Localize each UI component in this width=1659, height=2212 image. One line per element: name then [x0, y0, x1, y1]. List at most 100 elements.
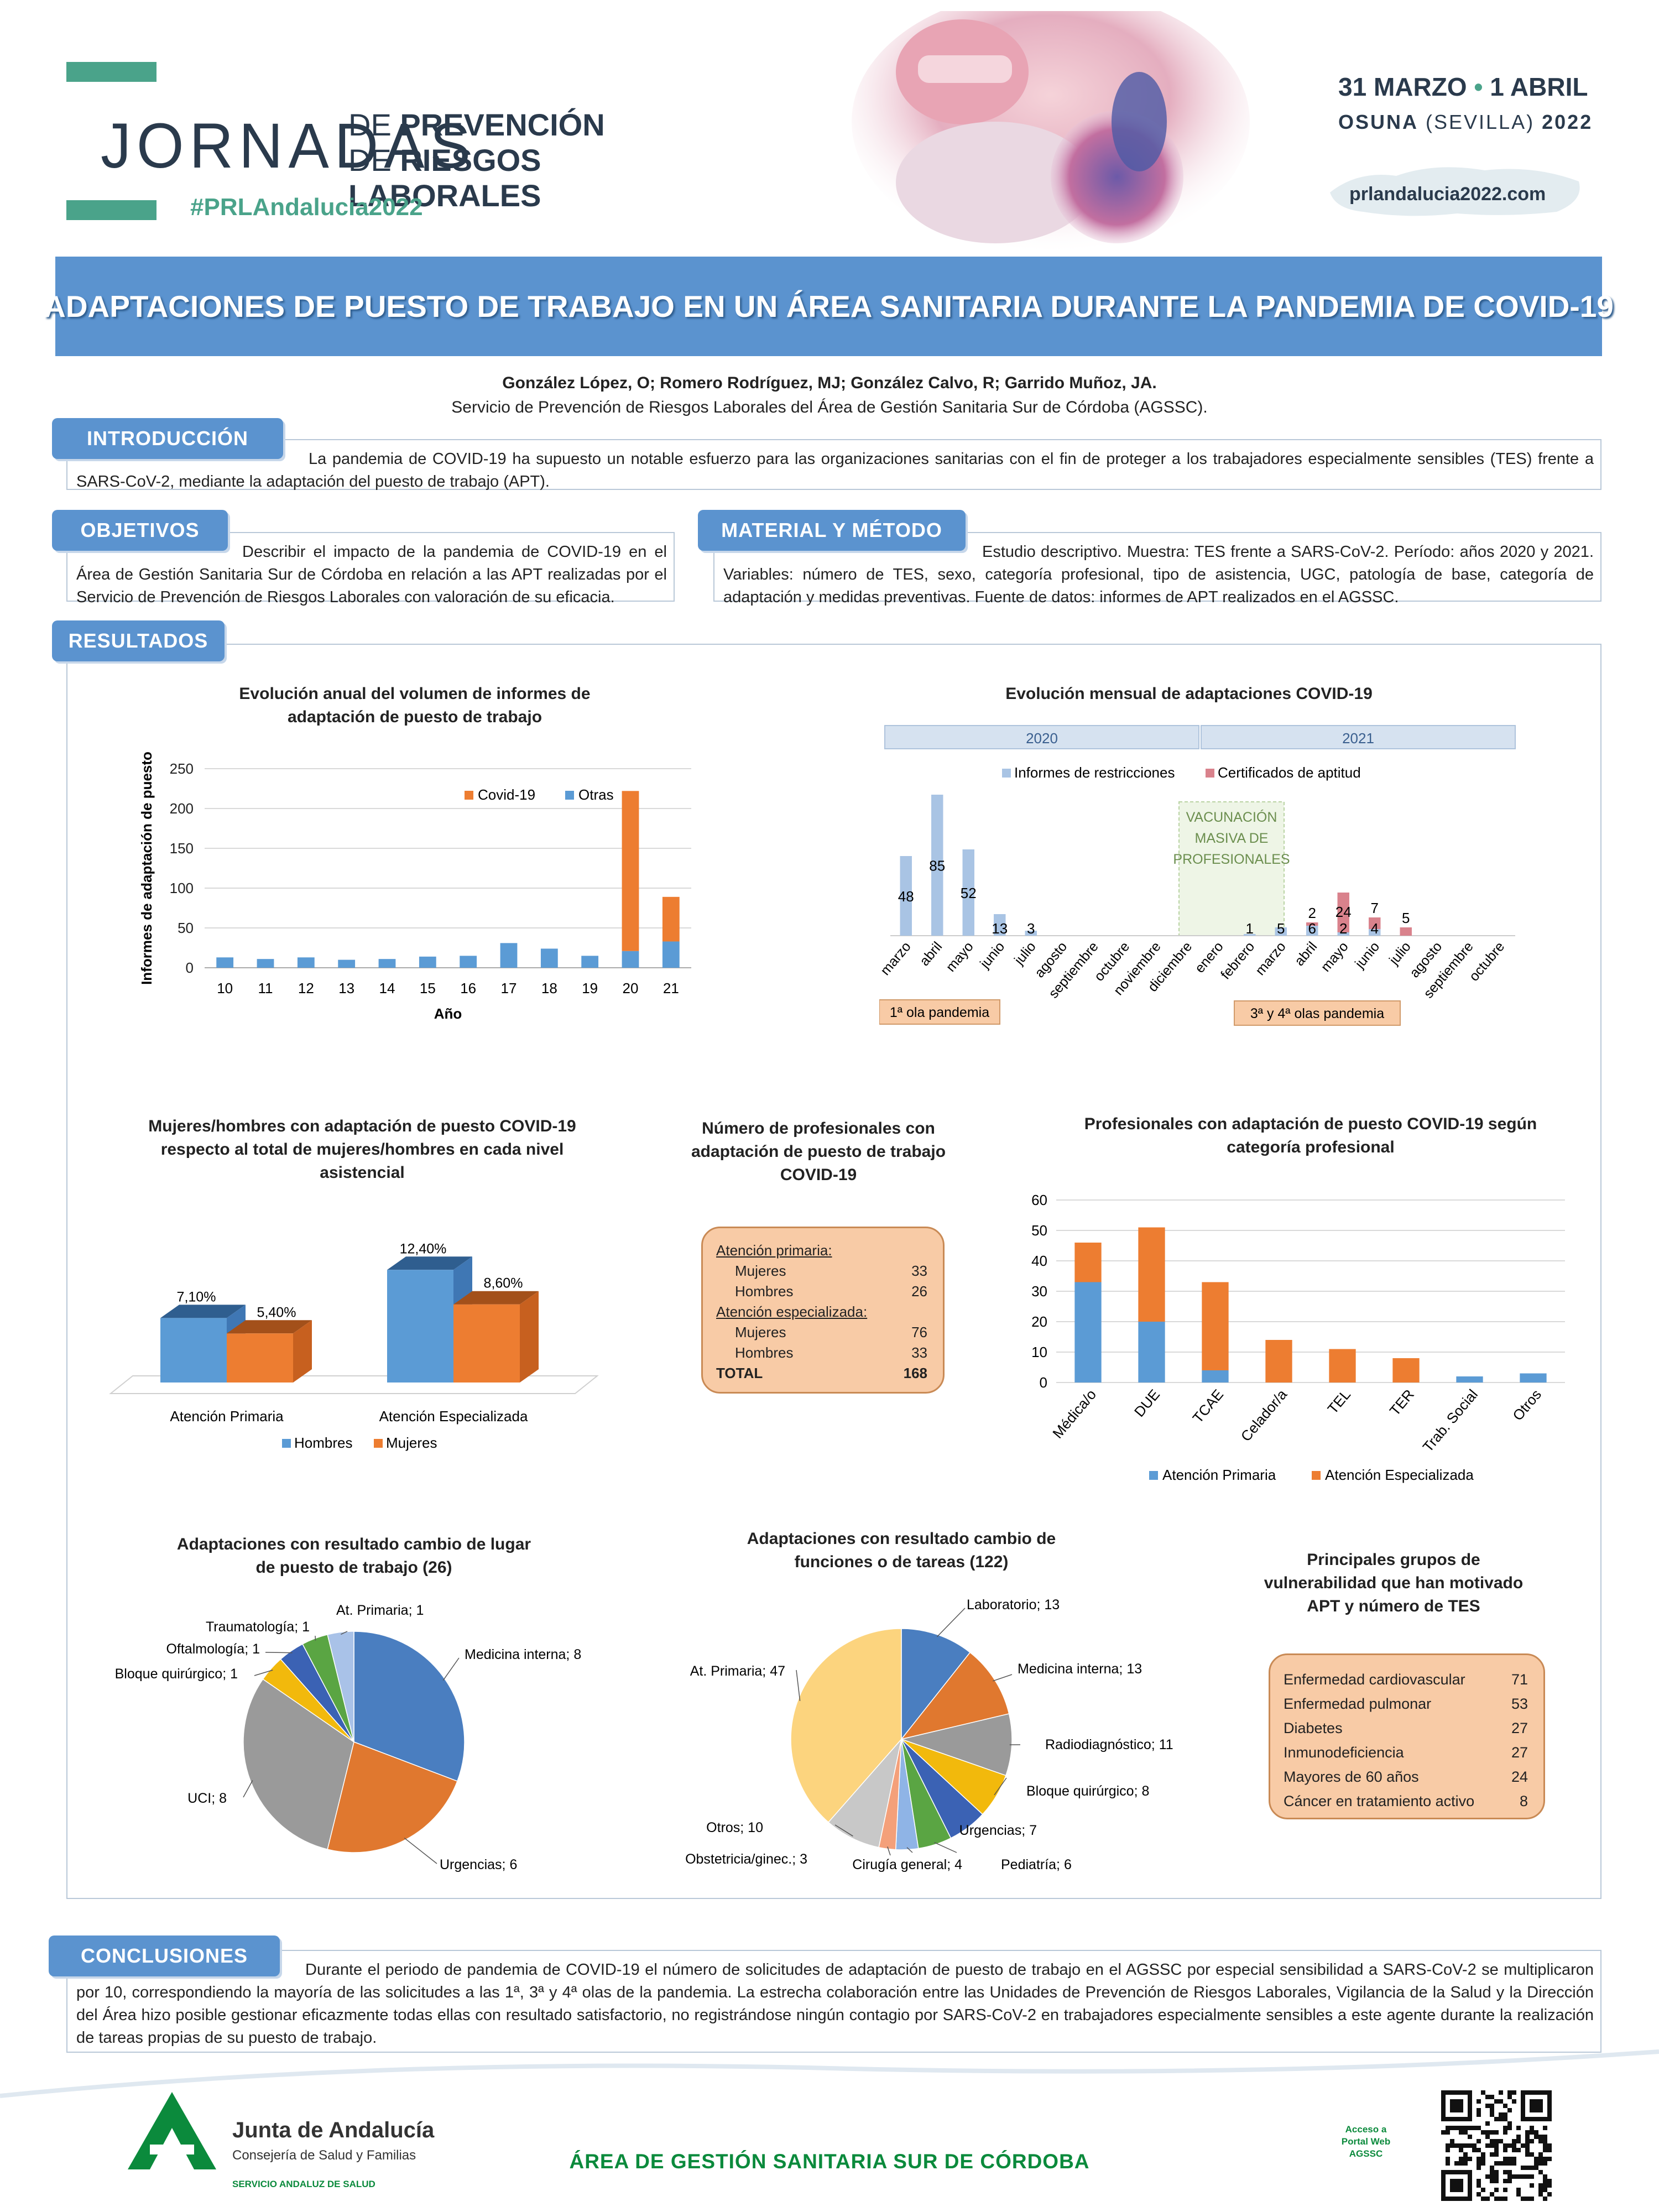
- objetivos-text: Describir el impacto de la pandemia de C…: [76, 543, 667, 606]
- bar: [1369, 917, 1381, 929]
- event-de-1: DE: [348, 107, 392, 142]
- pie-slice: [327, 1741, 458, 1853]
- y-tick-label: 250: [170, 760, 194, 777]
- bar: [1329, 1349, 1356, 1383]
- pie-slice: [243, 1678, 354, 1850]
- qr-module: [1530, 2174, 1534, 2179]
- chart3-title: Mujeres/hombres con adaptación de puesto…: [148, 1117, 576, 1182]
- x-tick-label: 16: [460, 980, 476, 997]
- qr-module: [1490, 2112, 1494, 2117]
- qr-module: [1538, 2188, 1543, 2192]
- qr-module: [1543, 2148, 1547, 2152]
- profesionales-row: Mujeres 76: [716, 1322, 927, 1343]
- vaccination-label: VACUNACIÓN: [1186, 809, 1277, 825]
- objetivos-tab: OBJETIVOS: [52, 510, 228, 551]
- chart1-title: Evolución anual del volumen de informes …: [239, 685, 591, 726]
- qr-module: [1468, 2135, 1472, 2139]
- leader-line: [404, 1837, 437, 1864]
- bar: [1337, 932, 1349, 936]
- bar: [227, 1333, 293, 1383]
- pie-label: At. Primaria; 1: [336, 1603, 424, 1618]
- qr-module: [1503, 2188, 1507, 2192]
- qr-module: [1481, 2130, 1485, 2135]
- bar: [662, 896, 680, 942]
- qr-module: [1538, 2139, 1543, 2143]
- qr-module: [1512, 2090, 1516, 2095]
- qr-module: [1525, 2174, 1530, 2179]
- x-tick-label: abril: [1292, 939, 1321, 969]
- chart-monthly: 2020 2021 VACUNACIÓN MASIVA DE PROFESIONALES…: [879, 725, 1516, 1026]
- qr-module: [1512, 2157, 1516, 2161]
- qr-module: [1477, 2112, 1481, 2117]
- intro-text: La pandemia de COVID-19 ha supuesto un n…: [76, 450, 1594, 491]
- vulnerabilidad-row-value: 53: [1511, 1695, 1528, 1712]
- data-label: 7: [1371, 900, 1379, 916]
- qr-module: [1525, 2135, 1530, 2139]
- bar-3d-top: [453, 1291, 539, 1305]
- qr-module: [1503, 2161, 1507, 2166]
- profesionales-row-value: 76: [911, 1324, 927, 1340]
- bar: [338, 959, 356, 968]
- qr-finder-core: [1450, 2179, 1463, 2192]
- qr-module: [1468, 2157, 1472, 2161]
- year-band-2020: [884, 725, 1199, 749]
- chart-pie-funciones: Laboratorio; 13 Medicina interna; 13 Radio…: [685, 1597, 1173, 1872]
- data-label: 5: [1277, 920, 1285, 937]
- bar: [500, 943, 518, 968]
- profesionales-row: Hombres 33: [716, 1343, 927, 1363]
- qr-module: [1450, 2139, 1454, 2143]
- qr-module: [1503, 2112, 1507, 2117]
- bar: [662, 941, 680, 968]
- vulnerabilidad-row-label: Mayores de 60 años: [1284, 1768, 1419, 1785]
- qr-code-icon[interactable]: [1441, 2090, 1552, 2201]
- x-tick-label: marzo: [879, 939, 914, 978]
- qr-module: [1494, 2117, 1499, 2121]
- data-label: 48: [898, 888, 914, 905]
- qr-module: [1547, 2148, 1552, 2152]
- qr-module: [1503, 2130, 1507, 2135]
- y-tick-label: 10: [1031, 1344, 1047, 1360]
- profesionales-row-label: TOTAL: [716, 1365, 763, 1381]
- profesionales-row: Mujeres 33: [716, 1261, 927, 1281]
- qr-module: [1494, 2161, 1499, 2166]
- vulnerabilidad-row: Cáncer en tratamiento activo 8: [1284, 1789, 1528, 1813]
- profesionales-row-value: 33: [911, 1344, 927, 1361]
- legend-label: Hombres: [294, 1434, 352, 1451]
- y-tick-label: 20: [1031, 1313, 1047, 1330]
- pie-label: Laboratorio; 13: [967, 1597, 1060, 1613]
- qr-module: [1525, 2139, 1530, 2143]
- qr-module: [1499, 2139, 1503, 2143]
- vaccination-label: MASIVA DE: [1195, 831, 1269, 846]
- chart5-title: Adaptaciones con resultado cambio de lug…: [176, 1535, 531, 1577]
- qr-module: [1490, 2130, 1494, 2135]
- date-separator-dot: •: [1474, 72, 1483, 101]
- qr-module: [1547, 2157, 1552, 2161]
- bar: [1202, 1282, 1229, 1370]
- bar: [1138, 1322, 1165, 1383]
- bar: [1337, 893, 1349, 932]
- qr-module: [1538, 2170, 1543, 2174]
- qr-module: [1446, 2161, 1450, 2166]
- qr-module: [1463, 2143, 1468, 2148]
- qr-module: [1530, 2197, 1534, 2201]
- data-label: 2: [1308, 905, 1316, 921]
- qr-module: [1543, 2183, 1547, 2188]
- bar-3d-side: [293, 1320, 312, 1383]
- profesionales-row-label: Hombres: [735, 1344, 794, 1361]
- vulnerabilidad-table: Enfermedad cardiovascular 71 Enfermedad pu…: [1269, 1653, 1545, 1819]
- qr-module: [1521, 2174, 1525, 2179]
- pie-slice: [327, 1631, 354, 1743]
- qr-module: [1494, 2174, 1499, 2179]
- qr-module: [1477, 2148, 1481, 2152]
- qr-caption-line3: AGSSC: [1349, 2148, 1383, 2159]
- wave34-box: [1234, 1000, 1401, 1026]
- x-tick-label: 14: [379, 980, 395, 997]
- qr-module: [1494, 2188, 1499, 2192]
- qr-module: [1503, 2148, 1507, 2152]
- vaccination-label: PROFESIONALES: [1173, 852, 1290, 867]
- qr-module: [1507, 2170, 1512, 2174]
- event-website[interactable]: prlandalucia2022.com: [1349, 184, 1546, 205]
- qr-module: [1507, 2179, 1512, 2183]
- leader-line: [341, 1631, 348, 1635]
- vulnerabilidad-row-label: Cáncer en tratamiento activo: [1284, 1793, 1475, 1809]
